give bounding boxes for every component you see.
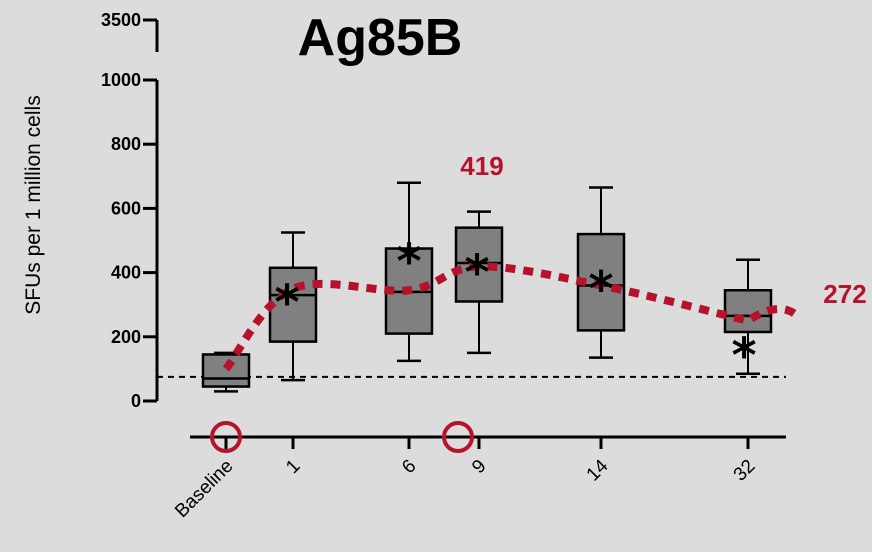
y-tick-label: 3500 — [101, 10, 141, 30]
highlight-circle — [210, 421, 242, 453]
box-1 — [268, 231, 318, 382]
x-tick-label: Baseline — [171, 456, 237, 522]
significance-markers: * * * * * — [274, 234, 756, 384]
y-tick-label: 400 — [111, 263, 141, 283]
value-annotation: 272 — [823, 279, 866, 309]
y-tick-label: 1000 — [101, 70, 141, 90]
axes: 0 200 400 600 800 1000 3500 — [101, 10, 159, 411]
y-tick-label: 600 — [111, 198, 141, 218]
trend-line — [222, 262, 799, 372]
y-axis-label: SFUs per 1 million cells — [22, 95, 45, 314]
x-tick-label: 6 — [398, 456, 420, 478]
significance-star: * — [396, 234, 421, 290]
box-iqr — [268, 266, 318, 343]
annotations: 419 272 — [460, 151, 866, 309]
trend-curve — [222, 262, 799, 372]
x-tick-label: 14 — [583, 455, 613, 485]
significance-star: * — [274, 275, 299, 331]
x-axis: Baseline 1 6 9 14 32 — [171, 421, 786, 522]
y-tick-label: 200 — [111, 327, 141, 347]
y-tick-label: 0 — [131, 391, 141, 411]
box-iqr — [201, 353, 251, 388]
significance-star: * — [588, 261, 613, 317]
x-tick-label: 9 — [468, 456, 490, 478]
significance-star: * — [731, 328, 756, 384]
significance-star: * — [464, 245, 489, 301]
value-annotation: 419 — [460, 151, 503, 181]
x-tick-label: 1 — [282, 456, 304, 478]
highlight-circle — [442, 421, 474, 453]
box-iqr — [723, 289, 773, 334]
y-tick-label: 800 — [111, 134, 141, 154]
box-Baseline — [201, 351, 251, 393]
chart-title: Ag85B — [298, 9, 463, 67]
x-tick-label: 32 — [730, 456, 760, 486]
